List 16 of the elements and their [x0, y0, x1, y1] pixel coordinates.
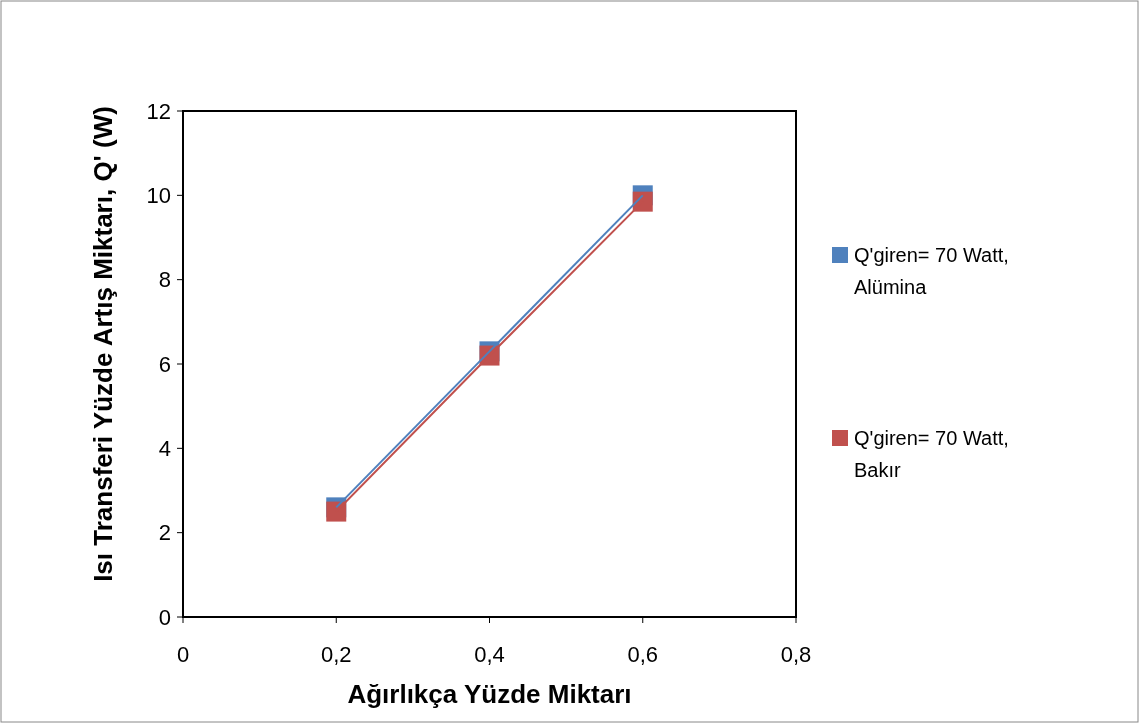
x-axis-title: Ağırlıkça Yüzde Miktarı — [347, 679, 632, 709]
legend-label: Q'giren= 70 Watt, Bakır — [854, 427, 1009, 481]
x-tick-label: 0,6 — [627, 642, 659, 667]
y-tick-label: 2 — [158, 520, 171, 546]
y-axis-title: Isı Transferi Yüzde Artış Miktarı, Q' (W) — [88, 106, 118, 582]
y-tick-label: 6 — [158, 351, 171, 377]
y-tick-label: 12 — [146, 98, 171, 124]
y-tick-label: 4 — [158, 436, 171, 462]
y-tick-label: 8 — [158, 267, 171, 293]
y-tick-label: 0 — [158, 604, 171, 630]
x-tick-label: 0,2 — [320, 642, 352, 667]
legend-label: Q'giren= 70 Watt, Alümina — [854, 244, 1009, 298]
x-tick-label: 0,4 — [474, 642, 505, 667]
x-tick-label: 0,8 — [780, 642, 812, 667]
y-tick-label: 10 — [146, 183, 171, 209]
x-tick-label: 0 — [176, 642, 190, 667]
